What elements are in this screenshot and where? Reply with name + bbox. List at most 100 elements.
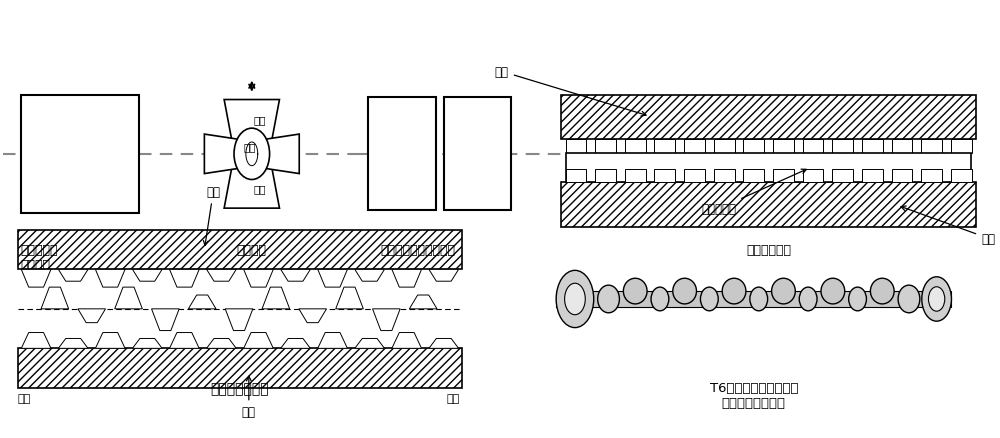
Polygon shape <box>355 339 384 349</box>
Ellipse shape <box>928 287 945 311</box>
Bar <box>444 97 511 211</box>
Text: 径向锻造: 径向锻造 <box>237 243 267 256</box>
Polygon shape <box>318 333 347 349</box>
Text: 放入模具型腔: 放入模具型腔 <box>746 243 791 256</box>
Text: 上模: 上模 <box>203 186 220 246</box>
Text: 二次重焎，分段切割，: 二次重焎，分段切割， <box>380 243 455 256</box>
Polygon shape <box>392 270 422 287</box>
Ellipse shape <box>700 287 718 311</box>
Text: 锻件: 锻件 <box>244 141 256 152</box>
Bar <box>921 140 942 153</box>
Ellipse shape <box>722 279 746 304</box>
Polygon shape <box>21 270 51 287</box>
Bar <box>18 349 462 388</box>
Bar <box>21 95 139 214</box>
Polygon shape <box>336 287 363 309</box>
Bar <box>951 140 972 153</box>
Ellipse shape <box>623 279 647 304</box>
Bar <box>862 169 883 183</box>
Text: 锤头: 锤头 <box>254 184 266 194</box>
Ellipse shape <box>598 286 619 313</box>
Bar <box>654 169 675 183</box>
Ellipse shape <box>799 287 817 311</box>
Bar <box>832 140 853 153</box>
Bar <box>595 140 616 153</box>
Polygon shape <box>115 287 142 309</box>
Polygon shape <box>207 339 236 349</box>
Polygon shape <box>132 270 162 282</box>
Polygon shape <box>281 339 310 349</box>
Bar <box>743 140 764 153</box>
Polygon shape <box>281 270 310 282</box>
Bar <box>892 169 912 183</box>
Polygon shape <box>95 333 125 349</box>
Text: 芯轴: 芯轴 <box>18 393 31 403</box>
Ellipse shape <box>922 277 951 321</box>
Polygon shape <box>170 270 199 287</box>
Bar <box>773 140 794 153</box>
Bar <box>743 169 764 183</box>
Polygon shape <box>262 287 290 309</box>
Bar <box>625 140 646 153</box>
Polygon shape <box>188 295 216 309</box>
Bar <box>18 230 462 270</box>
Bar <box>684 169 705 183</box>
Polygon shape <box>409 295 437 309</box>
Polygon shape <box>58 339 88 349</box>
Polygon shape <box>58 270 88 282</box>
Bar <box>862 140 883 153</box>
Ellipse shape <box>772 279 795 304</box>
Polygon shape <box>41 287 69 309</box>
Ellipse shape <box>898 286 920 313</box>
Ellipse shape <box>234 129 270 180</box>
Ellipse shape <box>673 279 696 304</box>
Polygon shape <box>392 333 422 349</box>
Polygon shape <box>207 270 236 282</box>
Ellipse shape <box>750 287 768 311</box>
Polygon shape <box>318 270 347 287</box>
Polygon shape <box>204 135 250 174</box>
Bar <box>803 140 823 153</box>
Ellipse shape <box>870 279 894 304</box>
Bar <box>921 169 942 183</box>
Bar <box>832 169 853 183</box>
Bar <box>714 140 735 153</box>
Text: 半固态挤压铸造: 半固态挤压铸造 <box>211 381 269 395</box>
Ellipse shape <box>556 271 594 328</box>
Ellipse shape <box>651 287 669 311</box>
Text: 下模: 下模 <box>242 376 256 419</box>
Polygon shape <box>244 333 273 349</box>
Bar <box>714 169 735 183</box>
Polygon shape <box>170 333 199 349</box>
Text: 锤头: 锤头 <box>254 115 266 125</box>
Polygon shape <box>21 333 51 349</box>
Ellipse shape <box>565 283 585 315</box>
Text: 半固态坤料: 半固态坤料 <box>701 170 806 215</box>
Polygon shape <box>355 270 384 282</box>
Text: 铝合金棒材
预热保温: 铝合金棒材 预热保温 <box>21 243 58 271</box>
Text: 芯轴: 芯轴 <box>446 393 459 403</box>
Polygon shape <box>429 270 459 282</box>
Polygon shape <box>299 309 327 323</box>
Polygon shape <box>373 309 400 331</box>
Bar <box>566 140 586 153</box>
Bar <box>803 169 823 183</box>
Bar <box>368 97 436 211</box>
Bar <box>625 169 646 183</box>
Polygon shape <box>224 156 279 208</box>
Bar <box>892 140 912 153</box>
Bar <box>561 95 976 140</box>
Text: 下模: 下模 <box>901 206 995 245</box>
Bar <box>561 183 976 227</box>
Bar <box>654 140 675 153</box>
Bar <box>684 140 705 153</box>
Bar <box>556 291 951 307</box>
Polygon shape <box>152 309 179 331</box>
Bar <box>566 169 586 183</box>
Bar <box>595 169 616 183</box>
Text: 上模: 上模 <box>495 66 646 117</box>
Polygon shape <box>224 100 279 152</box>
Bar <box>951 169 972 183</box>
Ellipse shape <box>849 287 866 311</box>
Polygon shape <box>429 339 459 349</box>
